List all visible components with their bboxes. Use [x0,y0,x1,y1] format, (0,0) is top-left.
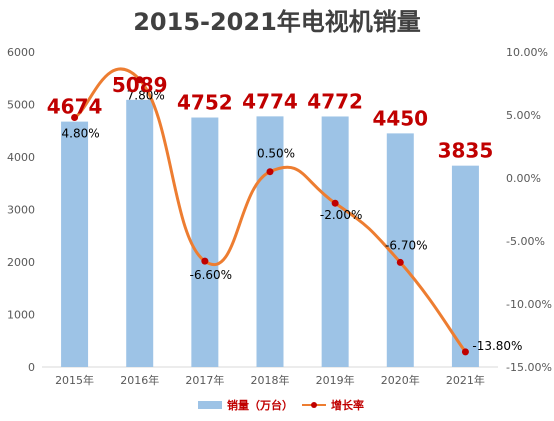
left-axis: 0 1000 2000 3000 4000 5000 6000 [7,46,35,374]
right-tick-label: 0.00% [506,172,541,185]
growth-rate-label: 7.80% [127,89,165,103]
bar [321,116,349,367]
bar-value-label: 4772 [307,89,363,113]
growth-rate-labels: 4.80% 7.80% -6.60% 0.50% -2.00% -6.70% -13.80% [62,89,523,353]
legend-line-label: 增长率 [331,398,364,412]
right-tick-label: -5.00% [506,235,545,248]
growth-rate-marker [201,257,209,265]
growth-rate-label: -2.00% [320,208,362,222]
right-tick-label: 10.00% [506,46,548,59]
legend-line-marker [311,402,317,408]
right-tick-label: -15.00% [506,361,552,374]
bar [256,116,284,368]
bar-value-label: 4674 [47,95,103,119]
growth-rate-marker [396,258,404,266]
growth-rate-label: 4.80% [62,127,100,141]
bar-value-label: 5089 [112,73,168,97]
bar-value-label: 4752 [177,91,233,115]
left-tick-label: 0 [28,361,35,374]
growth-rate-marker [331,199,339,207]
growth-rate-markers [71,76,469,356]
growth-rate-marker [461,348,469,356]
right-tick-label: -10.00% [506,298,552,311]
left-tick-label: 6000 [7,46,35,59]
bar [126,99,154,367]
x-tick-label: 2018年 [251,373,290,387]
left-tick-label: 2000 [7,256,35,269]
growth-rate-marker [71,114,79,122]
x-tick-label: 2016年 [120,373,159,387]
x-axis: 2015年 2016年 2017年 2018年 2019年 2020年 2021年 [55,373,485,387]
x-tick-label: 2015年 [55,373,94,387]
legend-bar-swatch [198,401,222,409]
bar-value-labels: 4674 5089 4752 4774 4772 4450 3835 [47,73,494,163]
x-tick-label: 2017年 [185,373,224,387]
left-tick-label: 5000 [7,99,35,112]
x-tick-label: 2020年 [381,373,420,387]
x-tick-label: 2021年 [446,373,485,387]
growth-rate-marker [136,76,144,84]
left-tick-label: 4000 [7,151,35,164]
x-tick-label: 2019年 [316,373,355,387]
right-tick-label: 5.00% [506,109,541,122]
right-axis: 10.00% 5.00% 0.00% -5.00% -10.00% -15.00% [506,46,552,374]
growth-rate-label: -6.70% [385,238,427,252]
bar-value-label: 4774 [242,89,298,113]
bar [191,117,219,368]
bar [61,121,89,368]
bar-series [61,99,479,368]
chart-title: 2015-2021年电视机销量 [133,8,421,36]
bar [451,165,479,367]
left-tick-label: 3000 [7,204,35,217]
growth-rate-label: -13.80% [472,339,522,353]
legend-bar-label: 销量（万台） [227,398,293,412]
bar-value-label: 3835 [438,139,494,163]
left-tick-label: 1000 [7,309,35,322]
bar-value-label: 4450 [372,106,428,130]
growth-rate-label: -6.60% [190,268,232,282]
legend: 销量（万台） 增长率 [198,398,364,412]
growth-rate-marker [266,168,274,176]
growth-rate-label: 0.50% [257,147,295,161]
